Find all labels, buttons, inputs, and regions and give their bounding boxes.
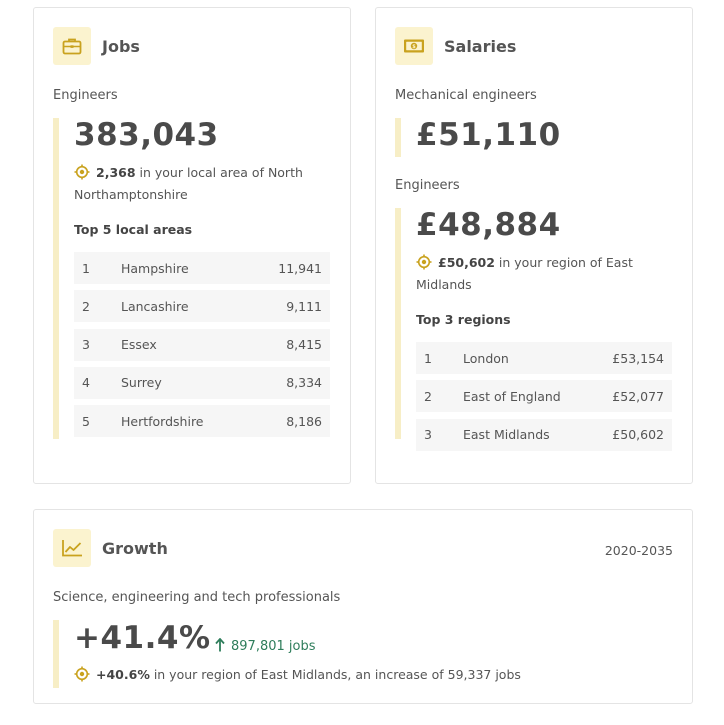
table-row: 5 Hertfordshire 8,186 (74, 405, 330, 438)
growth-percent: +41.4% (74, 620, 211, 656)
table-row: 2 Lancashire 9,111 (74, 290, 330, 323)
growth-title: Growth (102, 538, 168, 558)
row-rank: 3 (82, 337, 90, 353)
row-value: 8,415 (286, 337, 322, 353)
row-value: £52,077 (612, 388, 664, 404)
growth-occupation: Science, engineering and tech profession… (53, 590, 341, 605)
row-value: 11,941 (278, 260, 322, 276)
jobs-total: 383,043 (74, 117, 219, 153)
growth-region-text: in your region of East Midlands, an incr… (149, 667, 521, 682)
row-value: £50,602 (612, 427, 664, 443)
row-name: Surrey (121, 375, 162, 391)
row-name: Hampshire (121, 260, 189, 276)
jobs-top-heading: Top 5 local areas (74, 222, 193, 237)
arrow-up-icon (215, 637, 225, 656)
salaries-top-heading: Top 3 regions (416, 312, 511, 327)
row-name: London (463, 350, 509, 366)
table-row: 4 Surrey 8,334 (74, 366, 330, 399)
row-name: Hertfordshire (121, 413, 204, 429)
row-value: 9,111 (286, 298, 322, 314)
jobs-local-text: in your local area of North Northamptons… (74, 165, 303, 202)
salaries-card: $ Salaries Mechanical engineers £51,110 … (375, 7, 693, 484)
row-name: East Midlands (463, 427, 550, 443)
row-name: Essex (121, 337, 157, 353)
table-row: 2 East of England £52,077 (416, 380, 672, 413)
salaries-value-a: £51,110 (416, 117, 561, 153)
jobs-table: 1 Hampshire 11,941 2 Lancashire 9,111 3 … (74, 252, 330, 443)
row-rank: 4 (82, 375, 90, 391)
salaries-region-value: £50,602 (438, 255, 495, 270)
salaries-occupation-a: Mechanical engineers (395, 88, 537, 103)
row-rank: 5 (82, 413, 90, 429)
growth-period: 2020-2035 (604, 543, 673, 558)
salaries-accent-bar-a (395, 118, 401, 157)
table-row: 3 East Midlands £50,602 (416, 418, 672, 451)
jobs-accent-bar (53, 118, 59, 439)
growth-card: Growth 2020-2035 Science, engineering an… (33, 509, 693, 704)
briefcase-icon (53, 27, 91, 65)
salaries-header: $ Salaries (395, 27, 516, 65)
row-rank: 2 (424, 388, 432, 404)
jobs-header: Jobs (53, 27, 140, 65)
table-row: 1 Hampshire 11,941 (74, 252, 330, 284)
salaries-table: 1 London £53,154 2 East of England £52,0… (416, 342, 672, 457)
row-value: 8,186 (286, 413, 322, 429)
growth-region-line: +40.6% in your region of East Midlands, … (74, 665, 674, 687)
row-name: East of England (463, 388, 561, 404)
salaries-title: Salaries (444, 36, 517, 56)
salaries-accent-bar-b (395, 208, 401, 439)
row-rank: 3 (424, 427, 432, 443)
jobs-occupation: Engineers (53, 88, 118, 103)
growth-header: Growth (53, 529, 168, 567)
salaries-region-line: £50,602 in your region of East Midlands (416, 253, 656, 294)
location-target-icon (74, 164, 90, 185)
row-rank: 1 (424, 350, 432, 366)
jobs-card: Jobs Engineers 383,043 2,368 in your loc… (33, 7, 351, 484)
growth-region-percent: +40.6% (96, 667, 150, 682)
row-value: 8,334 (286, 375, 322, 391)
table-row: 1 London £53,154 (416, 342, 672, 374)
svg-text:$: $ (412, 44, 416, 50)
row-name: Lancashire (121, 298, 189, 314)
salaries-region-text: in your region of East Midlands (416, 255, 633, 292)
jobs-title: Jobs (102, 36, 140, 56)
banknote-icon: $ (395, 27, 433, 65)
row-value: £53,154 (612, 350, 664, 366)
jobs-local-count: 2,368 (96, 165, 136, 180)
location-target-icon (74, 666, 90, 687)
salaries-occupation-b: Engineers (395, 178, 460, 193)
growth-jobs-change: 897,801 jobs (215, 637, 316, 656)
line-chart-icon (53, 529, 91, 567)
row-rank: 1 (82, 260, 90, 276)
location-target-icon (416, 254, 432, 275)
jobs-local-line: 2,368 in your local area of North Northa… (74, 163, 324, 204)
growth-jobs-value: 897,801 jobs (231, 639, 316, 654)
salaries-value-b: £48,884 (416, 207, 561, 243)
row-rank: 2 (82, 298, 90, 314)
growth-accent-bar (53, 620, 59, 688)
table-row: 3 Essex 8,415 (74, 328, 330, 361)
